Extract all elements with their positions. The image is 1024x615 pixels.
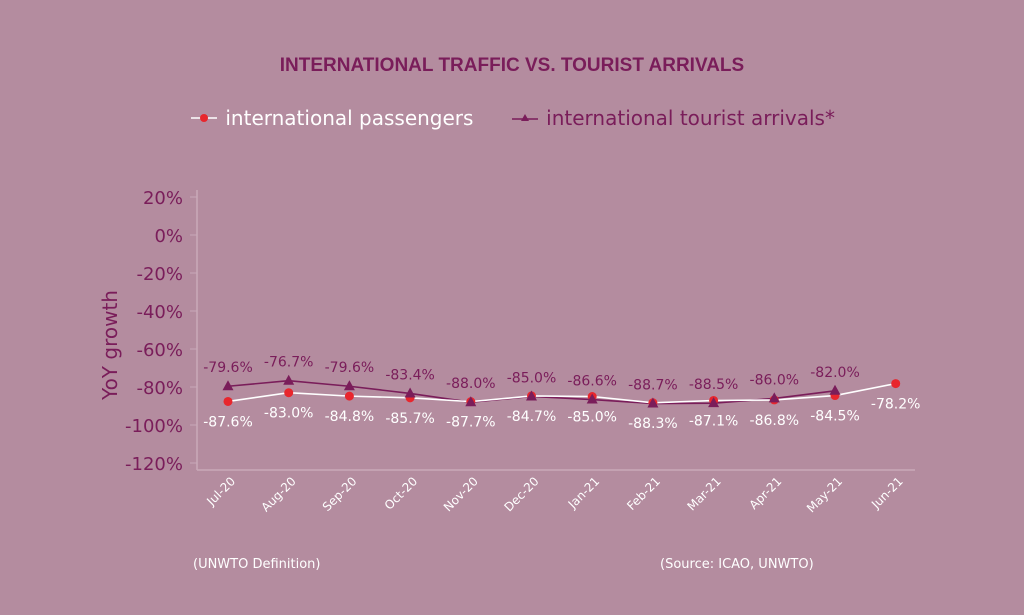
passenger-point (891, 379, 901, 389)
y-tick-label: 0% (154, 226, 183, 247)
tourist-data-label: -76.7% (264, 355, 314, 371)
x-tick-label: Oct-20 (382, 474, 420, 512)
x-tick-label: Feb-21 (624, 474, 663, 513)
tourist-point (283, 374, 295, 385)
tourist-point (526, 390, 537, 401)
legend-item-tourists: international tourist arrivals* (510, 105, 835, 131)
tourist-data-label: -86.0% (750, 372, 800, 388)
legend-label-passengers: international passengers (225, 106, 474, 131)
y-tick-label: -40% (136, 302, 183, 323)
passenger-data-label: -84.8% (325, 409, 375, 425)
y-tick-label: -100% (125, 416, 183, 437)
passenger-data-label: -88.3% (628, 416, 678, 432)
tourist-data-label: -88.7% (628, 378, 678, 394)
passenger-marker-icon (191, 114, 218, 123)
chart-title: INTERNATIONAL TRAFFIC VS. TOURIST ARRIVA… (279, 55, 745, 76)
passenger-data-label: -87.1% (689, 413, 739, 429)
tourist-point (222, 380, 234, 391)
tourist-point (343, 380, 355, 391)
x-tick-label: Jun-21 (868, 474, 906, 512)
y-tick-label: -80% (136, 378, 183, 399)
passenger-point (223, 396, 233, 406)
x-tick-label: Jan-21 (565, 474, 603, 512)
passenger-data-label: -87.7% (446, 415, 496, 431)
y-axis-title: YoY growth (98, 290, 122, 401)
x-tick-label: Mar-21 (684, 474, 723, 513)
legend: international passengers international t… (0, 104, 1024, 130)
footnote: (UNWTO Definition) (193, 557, 321, 572)
tourist-point (647, 397, 659, 408)
x-tick-label: Jul-20 (203, 474, 238, 509)
passenger-data-label: -85.7% (385, 411, 435, 427)
x-tick-label: May-21 (804, 474, 845, 515)
y-tick-label: -20% (136, 264, 183, 285)
y-tick-label: -120% (125, 454, 183, 475)
tourist-data-label: -79.6% (325, 360, 375, 376)
legend-item-passengers: international passengers (189, 105, 474, 131)
tourist-point (404, 387, 416, 398)
x-tick-label: Aug-20 (258, 474, 298, 514)
passenger-data-label: -83.0% (264, 406, 314, 422)
passenger-point (284, 388, 294, 398)
x-tick-label: Sep-20 (320, 474, 360, 514)
passenger-data-label: -84.7% (507, 409, 557, 425)
tourist-data-label: -79.6% (203, 360, 253, 376)
tourist-point (465, 396, 477, 407)
passenger-data-label: -84.5% (810, 409, 860, 425)
tourist-data-label: -82.0% (810, 365, 860, 381)
tourist-point (829, 384, 841, 395)
source-note: (Source: ICAO, UNWTO) (660, 557, 814, 572)
tourist-data-label: -85.0% (507, 371, 557, 387)
tourist-marker-icon (511, 114, 538, 122)
tourist-point (708, 397, 720, 408)
passenger-data-label: -87.6% (203, 414, 253, 430)
tourist-data-label: -86.6% (567, 374, 617, 390)
tourist-data-label: -83.4% (385, 367, 435, 383)
y-tick-label: -60% (136, 340, 183, 361)
y-tick-label: 20% (143, 188, 183, 209)
series-line-passengers (227, 382, 896, 404)
passenger-point (344, 391, 354, 401)
legend-label-tourists: international tourist arrivals* (546, 106, 835, 131)
tourist-point (768, 392, 780, 403)
tourist-data-label: -88.5% (689, 377, 739, 393)
x-tick-label: Dec-20 (501, 474, 541, 514)
passenger-data-label: -78.2% (871, 397, 921, 413)
passenger-data-label: -85.0% (567, 410, 617, 426)
x-tick-label: Apr-21 (747, 474, 785, 512)
tourist-point (586, 393, 598, 404)
x-tick-label: Nov-20 (441, 474, 481, 514)
passenger-data-label: -86.8% (750, 413, 800, 429)
tourist-data-label: -88.0% (446, 376, 496, 392)
